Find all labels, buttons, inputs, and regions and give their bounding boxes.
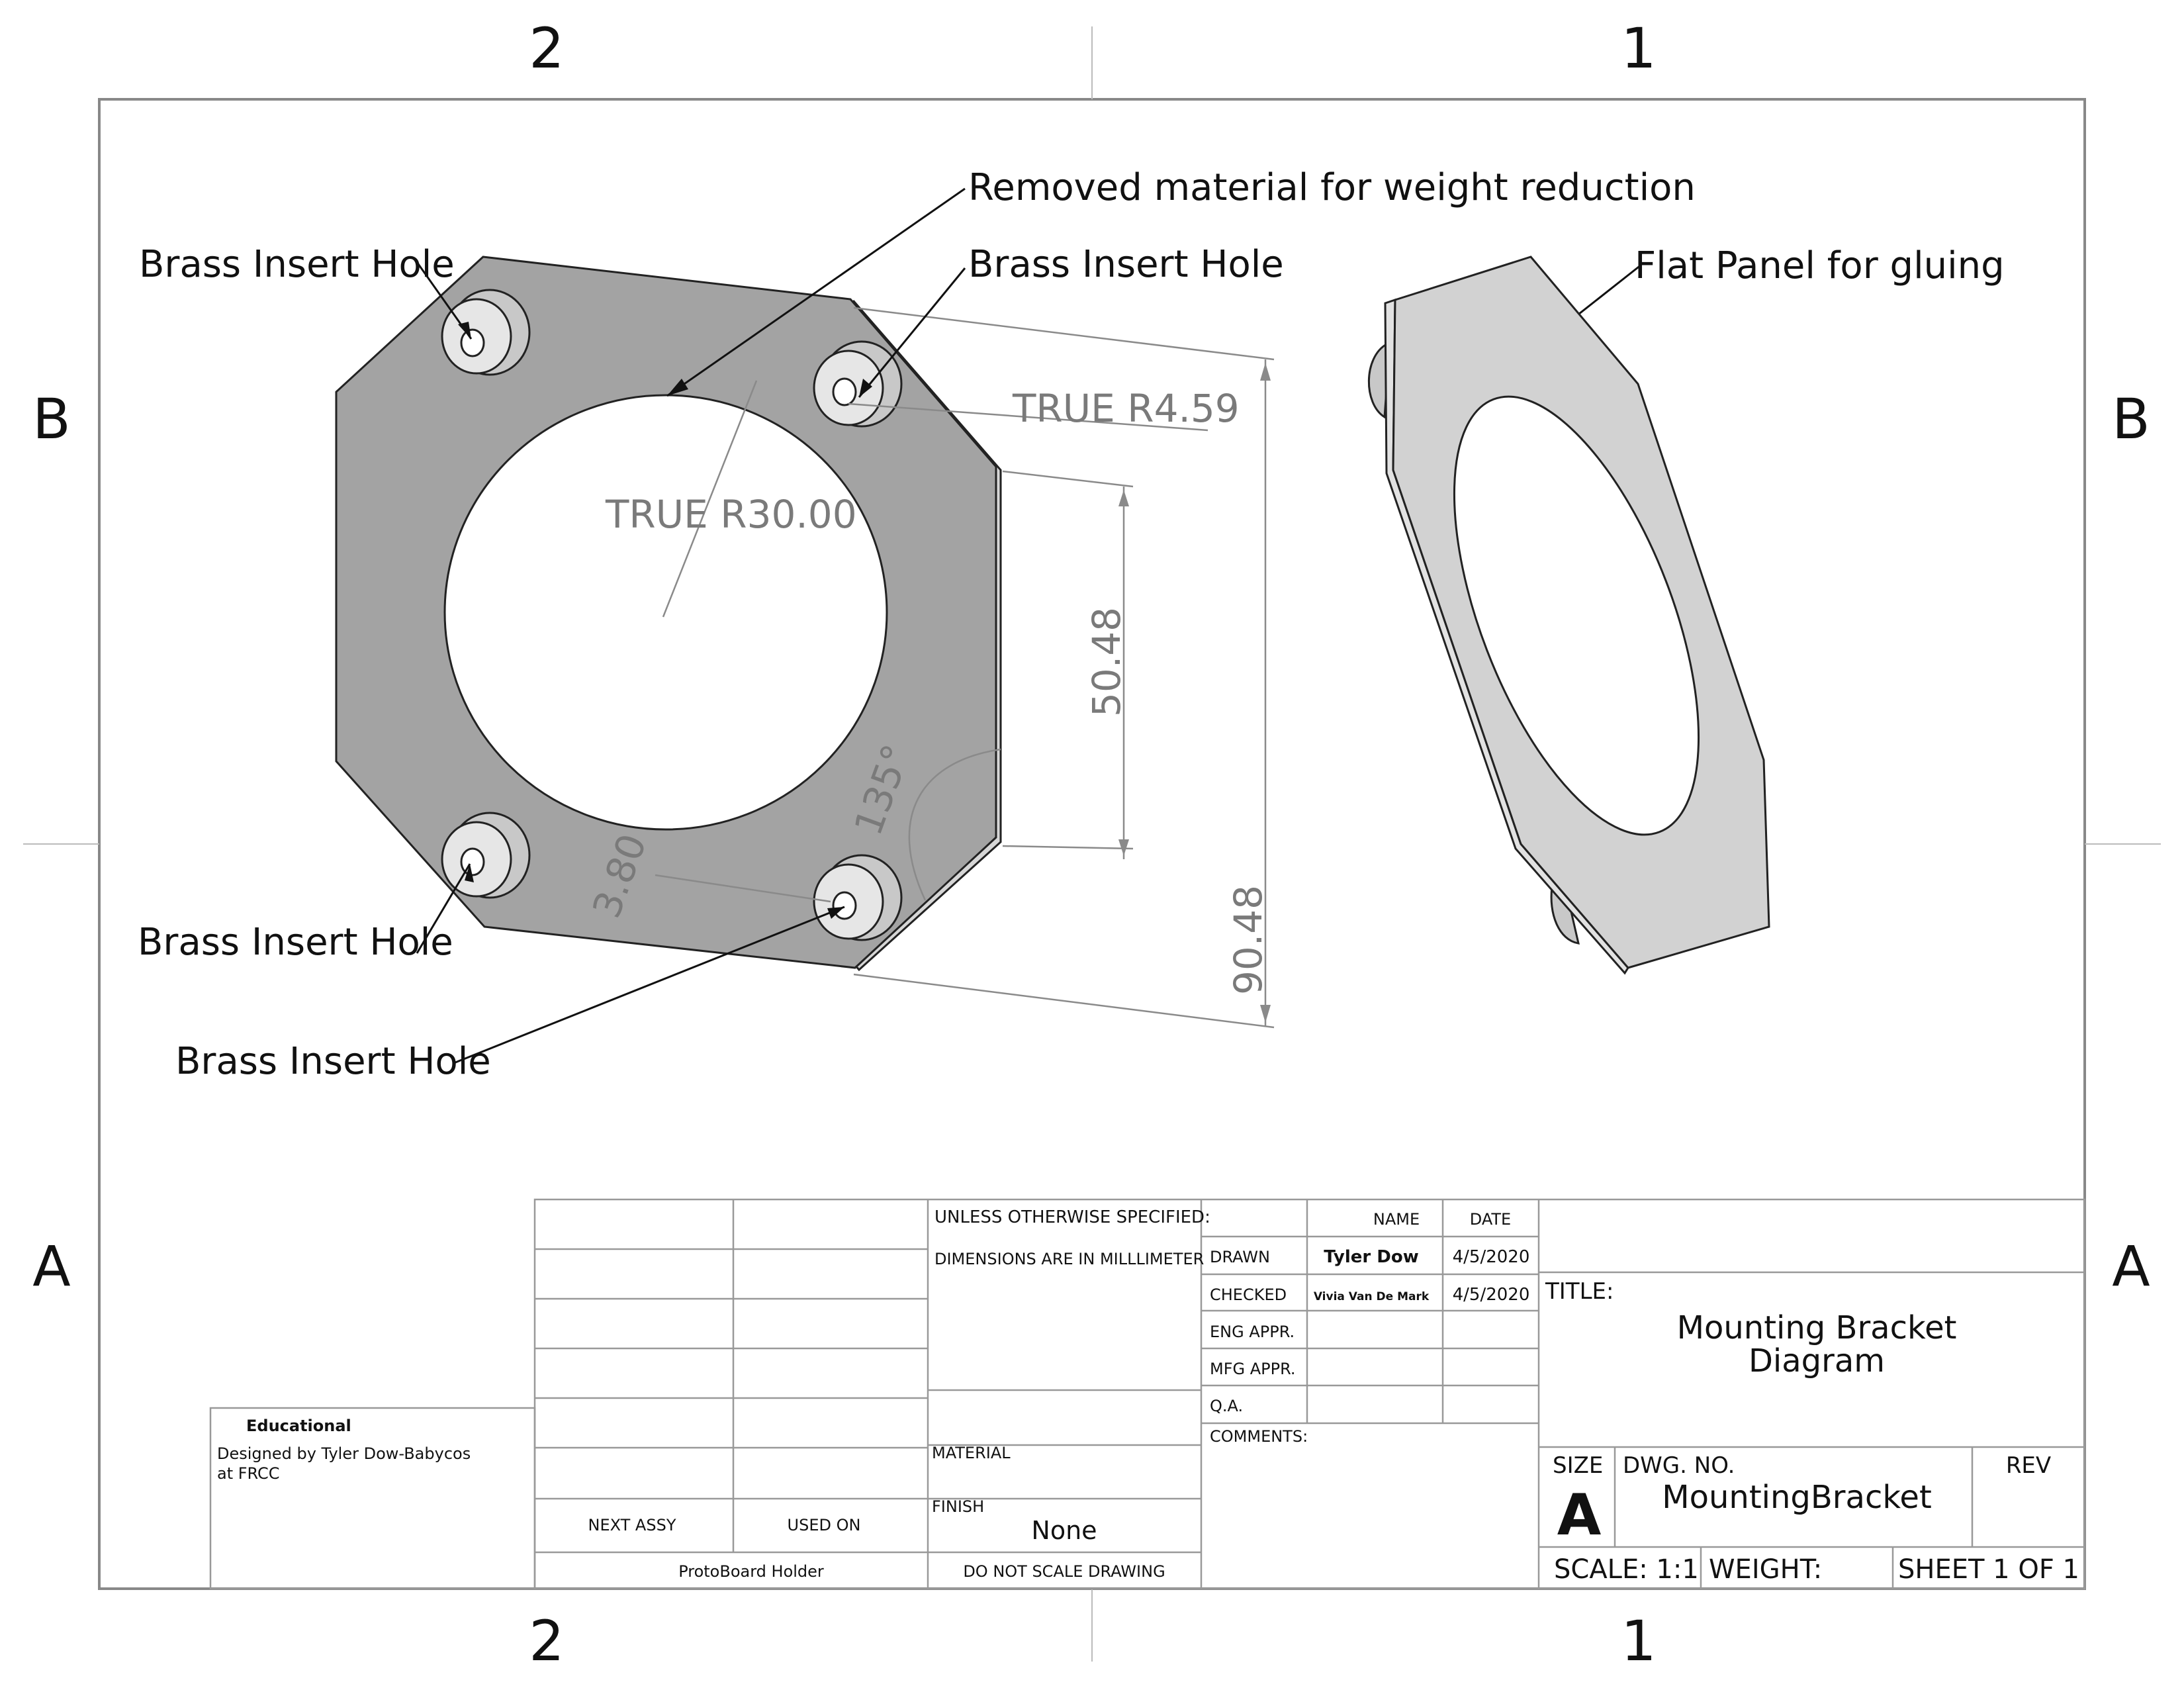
tb-do-not-scale: DO NOT SCALE DRAWING [963,1562,1165,1581]
zone-label-left-A: A [32,1234,70,1299]
tb-size-value: A [1557,1482,1602,1548]
brass-insert-boss-top-right [813,340,903,428]
dim-bore-radius: TRUE R30.00 [605,492,857,537]
tb-comments: COMMENTS: [1210,1427,1308,1446]
tb-name-header: NAME [1373,1210,1420,1229]
tb-mfg-appr: MFG APPR. [1210,1360,1296,1378]
tb-edu-title: Educational [246,1417,351,1435]
tb-checked-name: Vivia Van De Mark [1314,1290,1430,1303]
dimension-arrows [1118,363,1271,1023]
dimension-lines [655,306,1275,1029]
tb-edu-line1: Designed by Tyler Dow-Babycos [217,1444,471,1463]
callout-arrowheads [458,322,1537,919]
callout-brass-hole-bottom-left: Brass Insert Hole [138,921,453,964]
tb-dwg-no-value: MountingBracket [1662,1479,1932,1516]
tb-date-header: DATE [1470,1210,1511,1229]
title-block-grid [209,1198,2086,1590]
tb-title-label: TITLE: [1545,1278,1614,1305]
dim-overall-height: 90.48 [1226,885,1271,995]
tb-title-line2: Diagram [1749,1342,1885,1380]
zone-label-bottom-2: 2 [529,1609,564,1673]
bracket-isometric-view [1367,256,1770,975]
callout-leaders [416,187,1642,1064]
isometric-bore [1453,395,1700,836]
callout-flat-panel: Flat Panel for gluing [1635,244,2005,287]
zone-label-right-B: B [2112,387,2150,451]
tb-qa: Q.A. [1210,1397,1243,1415]
tb-weight: WEIGHT: [1709,1554,1822,1585]
tb-dimensions-note: DIMENSIONS ARE IN MILLLIMETER [934,1250,1204,1268]
tb-dwg-no-label: DWG. NO. [1623,1452,1735,1479]
tb-sheet: SHEET 1 OF 1 [1898,1554,2079,1585]
tb-used-on: USED ON [788,1516,861,1534]
tb-next-assy-value: ProtoBoard Holder [678,1562,824,1581]
zone-label-bottom-1: 1 [1621,1609,1656,1673]
tb-checked-label: CHECKED [1210,1286,1287,1304]
brass-insert-boss-bottom-right [813,854,903,941]
tb-title-line1: Mounting Bracket [1677,1309,1957,1346]
tb-edu-line2: at FRCC [217,1464,280,1483]
brass-insert-boss-top-left [441,289,531,376]
zone-ticks [23,26,2161,1662]
zone-label-top-2: 2 [529,16,564,81]
tb-drawn-name: Tyler Dow [1324,1247,1418,1267]
dim-inner-height: 50.48 [1084,607,1129,717]
callout-brass-hole-top-right: Brass Insert Hole [968,243,1284,286]
tb-size-label: SIZE [1553,1452,1603,1479]
tb-scale: SCALE: 1:1 [1554,1554,1699,1585]
tb-next-assy: NEXT ASSY [588,1516,676,1534]
callout-brass-hole-top-left: Brass Insert Hole [139,243,455,286]
tb-checked-date: 4/5/2020 [1453,1285,1530,1305]
tb-finish-value: None [1031,1516,1097,1545]
zone-label-right-A: A [2112,1234,2150,1299]
zone-label-left-B: B [32,387,71,451]
tb-drawn-date: 4/5/2020 [1453,1247,1530,1267]
tb-finish-label: FINISH [932,1497,984,1516]
callout-removed-material: Removed material for weight reduction [968,166,1696,209]
tb-eng-appr: ENG APPR. [1210,1323,1295,1341]
tb-unless-specified: UNLESS OTHERWISE SPECIFIED: [934,1207,1210,1227]
dim-hole-radius: TRUE R4.59 [1012,386,1240,431]
bracket-front-view [335,256,1002,972]
zone-label-top-1: 1 [1621,16,1656,81]
tb-drawn-label: DRAWN [1210,1248,1270,1266]
callout-brass-hole-bottom: Brass Insert Hole [175,1040,491,1083]
tb-material-label: MATERIAL [932,1444,1011,1462]
tb-rev-label: REV [2006,1452,2051,1479]
